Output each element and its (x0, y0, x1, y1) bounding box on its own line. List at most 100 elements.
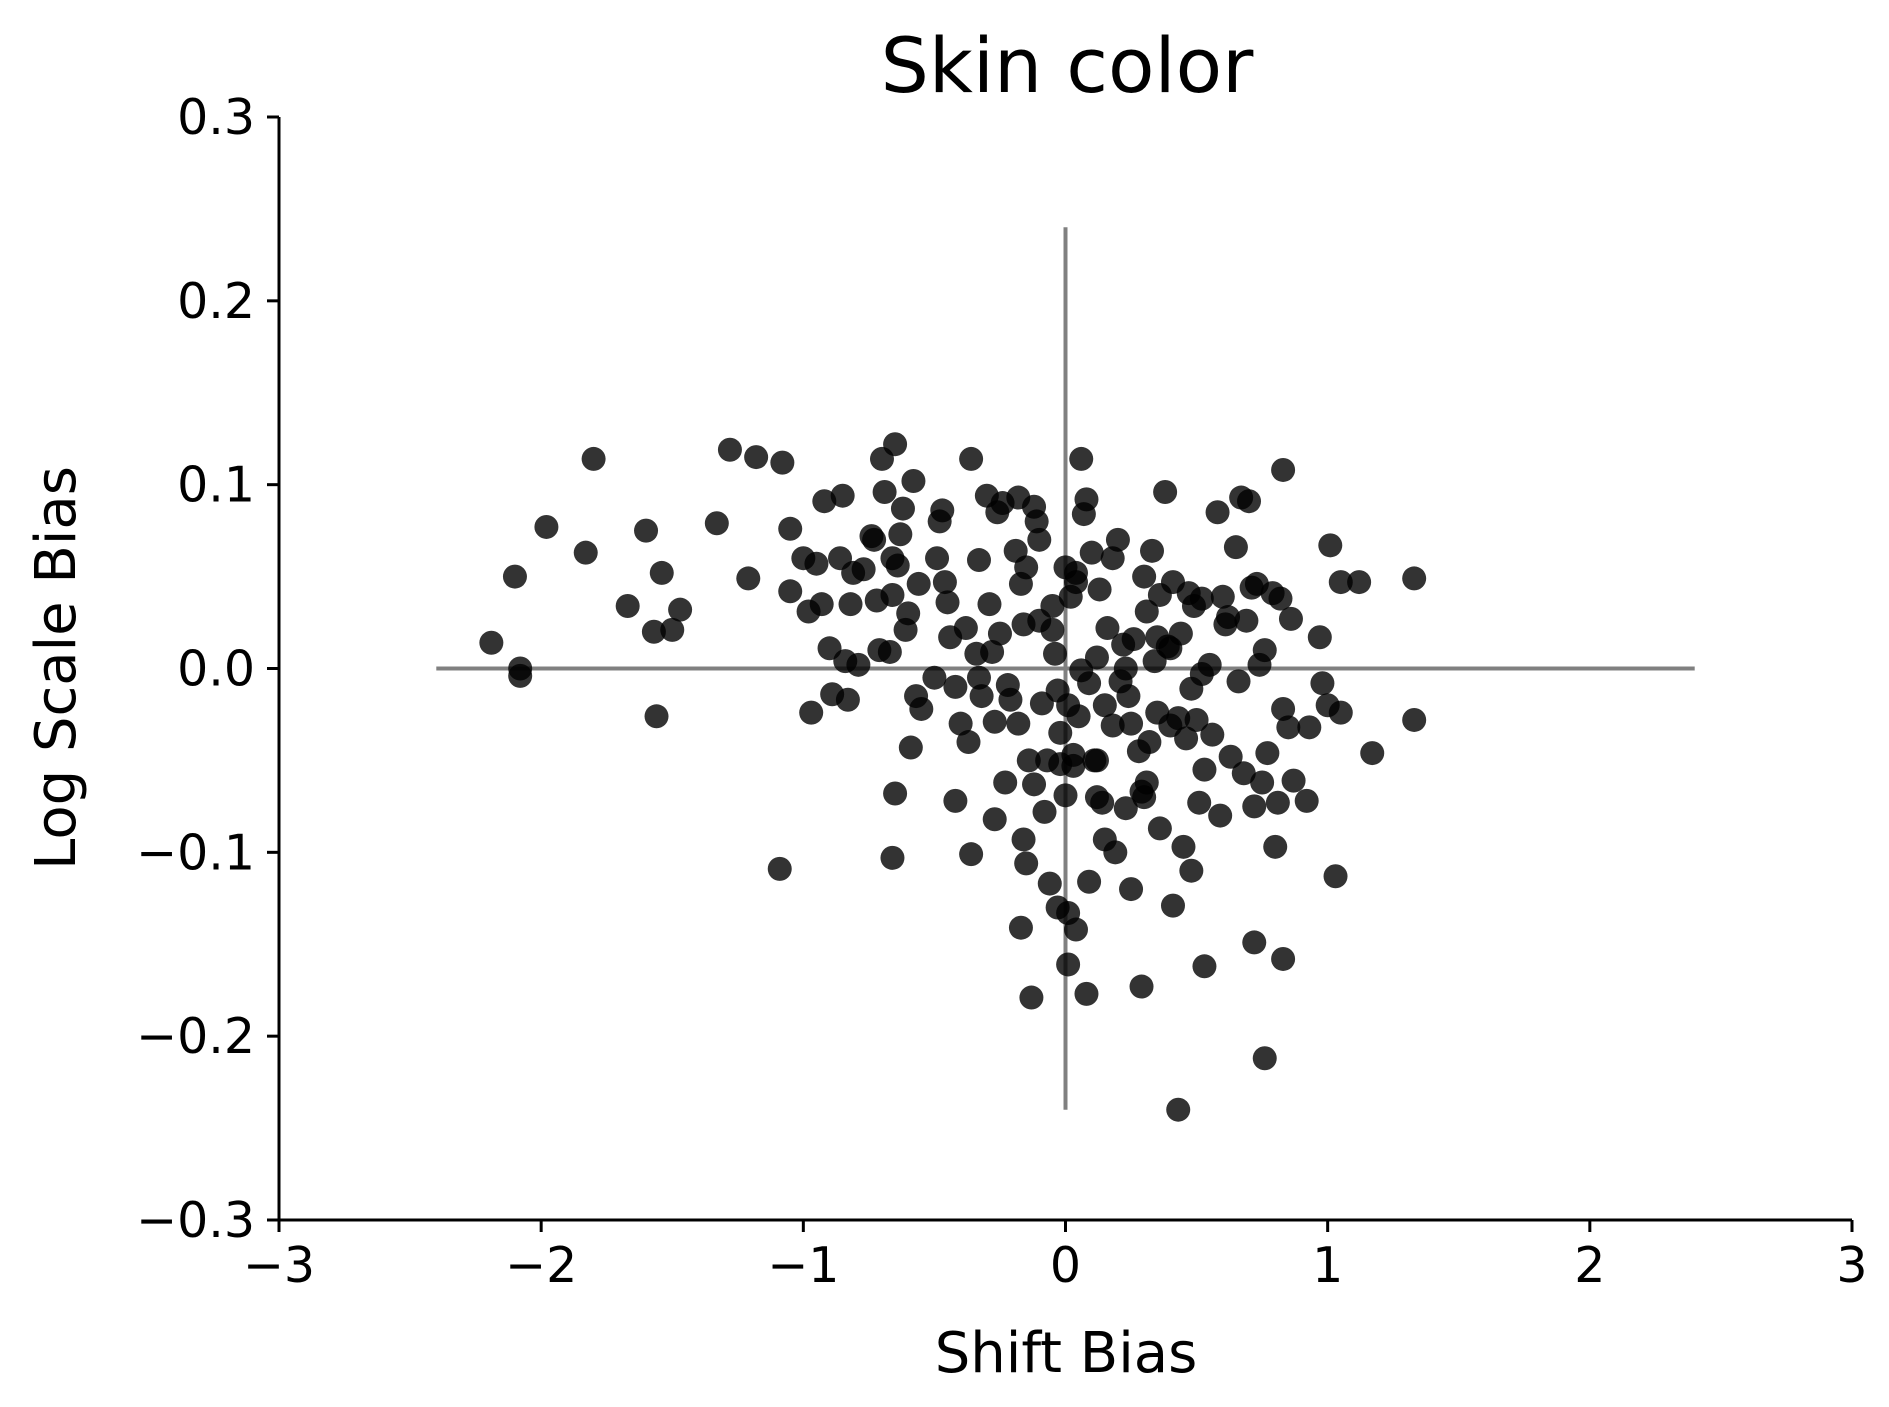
data-point (1200, 722, 1225, 747)
data-point (1158, 636, 1183, 661)
data-point (1105, 527, 1130, 552)
data-point (1226, 669, 1251, 694)
data-point (830, 483, 855, 508)
data-point (799, 700, 824, 725)
data-point (736, 566, 761, 591)
data-point (1265, 790, 1290, 815)
data-point (508, 663, 533, 688)
data-point (1016, 748, 1041, 773)
data-point (993, 770, 1018, 795)
data-point (573, 540, 598, 565)
data-points (479, 432, 1427, 1122)
data-point (862, 527, 887, 552)
data-point (1040, 593, 1065, 618)
data-point (1360, 741, 1385, 766)
data-point (980, 639, 1005, 664)
data-point (948, 711, 973, 736)
y-tick-label: −0.3 (136, 1192, 255, 1249)
data-point (896, 601, 921, 626)
data-point (717, 437, 742, 462)
data-point (1252, 638, 1277, 663)
data-point (1318, 533, 1343, 558)
data-point (1184, 707, 1209, 732)
data-point (953, 616, 978, 641)
data-point (930, 498, 955, 523)
data-point (1040, 617, 1065, 642)
data-point (838, 592, 863, 617)
data-point (1048, 720, 1073, 745)
data-point (1077, 869, 1102, 894)
data-point (812, 489, 837, 514)
data-point (1063, 560, 1088, 585)
x-tick-label: 0 (1050, 1237, 1081, 1294)
x-tick-label: −3 (243, 1237, 315, 1294)
y-tick-label: 0.3 (177, 89, 255, 146)
data-point (982, 709, 1007, 734)
data-point (890, 496, 915, 521)
data-point (1095, 616, 1120, 641)
data-point (1063, 917, 1088, 942)
data-point (1166, 706, 1191, 731)
data-point (1147, 816, 1172, 841)
data-point (668, 597, 693, 622)
data-point (767, 856, 792, 881)
y-ticks: −0.3 −0.2 −0.1 0.0 0.1 0.2 0.3 (136, 89, 279, 1249)
data-point (1100, 713, 1125, 738)
data-point (649, 560, 674, 585)
data-point (1179, 858, 1204, 883)
y-tick-label: 0.1 (177, 457, 255, 514)
data-point (1310, 671, 1335, 696)
data-point (1328, 570, 1353, 595)
data-point (956, 730, 981, 755)
data-point (1242, 794, 1267, 819)
data-point (634, 518, 659, 543)
data-point (1181, 593, 1206, 618)
data-point (1271, 457, 1296, 482)
data-point (1092, 827, 1117, 852)
data-point (644, 704, 669, 729)
data-point (641, 619, 666, 644)
data-point (1066, 704, 1091, 729)
data-point (1323, 864, 1348, 889)
data-point (1084, 785, 1109, 810)
data-point (1223, 535, 1248, 560)
x-tick-label: 2 (1574, 1237, 1605, 1294)
data-point (1092, 693, 1117, 718)
y-tick-label: 0.2 (177, 273, 255, 330)
data-point (906, 571, 931, 596)
data-point (534, 514, 559, 539)
data-point (502, 564, 527, 589)
data-point (1011, 827, 1036, 852)
y-tick-label: 0.0 (177, 641, 255, 698)
data-point (1216, 605, 1241, 630)
data-point (1137, 730, 1162, 755)
data-point (1061, 753, 1086, 778)
y-tick-label: −0.2 (136, 1008, 255, 1065)
data-point (1074, 981, 1099, 1006)
data-point (770, 450, 795, 475)
data-point (1252, 1046, 1277, 1071)
data-point (1174, 726, 1199, 751)
data-point (615, 593, 640, 618)
data-point (1069, 446, 1094, 471)
data-point (959, 446, 984, 471)
data-point (1328, 700, 1353, 725)
data-point (744, 445, 769, 470)
data-point (1129, 974, 1154, 999)
data-point (877, 639, 902, 664)
data-point (581, 446, 606, 471)
data-point (1074, 487, 1099, 512)
data-point (1037, 871, 1062, 896)
data-point (1113, 796, 1138, 821)
data-point (943, 788, 968, 813)
data-point (1189, 662, 1214, 687)
data-point (479, 630, 504, 655)
data-point (835, 687, 860, 712)
data-point (1255, 741, 1280, 766)
data-point (880, 582, 905, 607)
data-point (1187, 790, 1212, 815)
y-axis-label: Log Scale Bias (24, 466, 89, 870)
data-point (1116, 684, 1141, 709)
x-tick-label: 1 (1312, 1237, 1343, 1294)
